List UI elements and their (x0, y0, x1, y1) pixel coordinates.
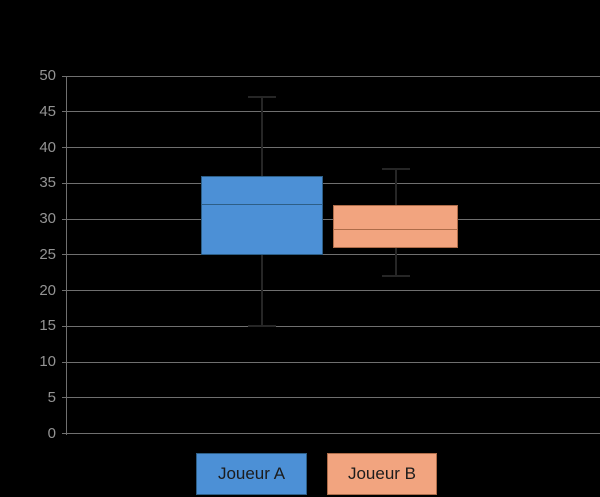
y-axis-line (66, 76, 67, 435)
gridline-40 (62, 147, 600, 148)
gridline-45 (62, 111, 600, 113)
y-tick-label-15: 15 (39, 317, 56, 335)
gridline-10 (62, 361, 600, 363)
box-joueur-b (333, 204, 458, 248)
gridline-20 (62, 290, 600, 291)
y-tick-label-25: 25 (39, 245, 56, 263)
lower-whisker-joueur-b (394, 247, 397, 277)
y-tick-label-45: 45 (39, 102, 56, 120)
y-tick-label-5: 5 (47, 388, 56, 406)
y-tick-label-30: 30 (39, 210, 56, 227)
gridline-30 (62, 218, 600, 220)
gridline-50 (62, 75, 600, 77)
legend-label: Joueur B (347, 464, 417, 483)
median-line-joueur-b (334, 228, 457, 231)
y-tick-label-0: 0 (47, 424, 56, 442)
median-line-joueur-a (202, 203, 322, 206)
y-tick-label-50: 50 (39, 67, 56, 84)
box-joueur-a (201, 176, 323, 255)
gridline-5 (62, 397, 600, 399)
legend-item-joueur-b: Joueur B (327, 453, 437, 495)
upper-whisker-joueur-a (261, 97, 263, 177)
upper-whisker-joueur-b (394, 168, 397, 205)
upper-whisker-cap-joueur-b (381, 167, 410, 170)
lower-whisker-cap-joueur-b (381, 275, 410, 278)
legend-item-joueur-a: Joueur A (196, 453, 307, 495)
y-tick-label-35: 35 (39, 174, 56, 192)
legend-label: Joueur A (217, 464, 286, 483)
lower-whisker-cap-joueur-a (248, 325, 276, 328)
y-tick-label-20: 20 (39, 281, 56, 299)
lower-whisker-joueur-a (261, 254, 263, 327)
gridline-35 (62, 182, 600, 184)
gridline-15 (62, 325, 600, 327)
y-tick-label-40: 40 (39, 138, 56, 156)
upper-whisker-cap-joueur-a (248, 96, 276, 99)
gridline-25 (62, 254, 600, 256)
gridline-0 (62, 433, 600, 434)
y-tick-label-10: 10 (39, 353, 56, 370)
